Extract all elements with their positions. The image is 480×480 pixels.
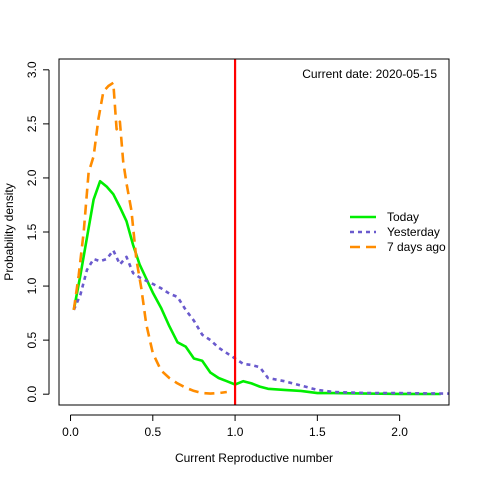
- plot-lines: [72, 81, 450, 396]
- legend-label: Yesterday: [387, 225, 440, 239]
- x-tick-label: 2.0: [391, 425, 408, 439]
- y-tick-label: 2.5: [25, 115, 39, 132]
- y-tick-label: 3.0: [25, 61, 39, 78]
- y-axis: 0.0 0.5 1.0 1.5 2.0 2.5 3.0: [25, 61, 50, 403]
- y-tick-label: 1.5: [25, 223, 39, 240]
- y-axis-title: Probability density: [2, 183, 16, 280]
- x-tick-label: 0.5: [144, 425, 161, 439]
- current-date-annotation: Current date: 2020-05-15: [302, 67, 437, 81]
- x-tick-label: 0.0: [62, 425, 79, 439]
- y-tick-label: 2.0: [25, 169, 39, 186]
- series-line-2: [72, 81, 227, 395]
- series-line-0: [72, 179, 441, 396]
- x-axis-title: Current Reproductive number: [175, 451, 333, 465]
- series-line-1: [72, 249, 450, 395]
- y-tick-label: 0.5: [25, 331, 39, 348]
- legend-label: Today: [387, 210, 419, 224]
- y-tick-label: 0.0: [25, 386, 39, 403]
- plot-frame: [58, 58, 450, 406]
- x-tick-label: 1.0: [227, 425, 244, 439]
- x-axis: 0.0 0.5 1.0 1.5 2.0: [62, 414, 408, 439]
- x-tick-label: 1.5: [309, 425, 326, 439]
- y-tick-label: 1.0: [25, 277, 39, 294]
- legend-label: 7 days ago: [387, 240, 446, 254]
